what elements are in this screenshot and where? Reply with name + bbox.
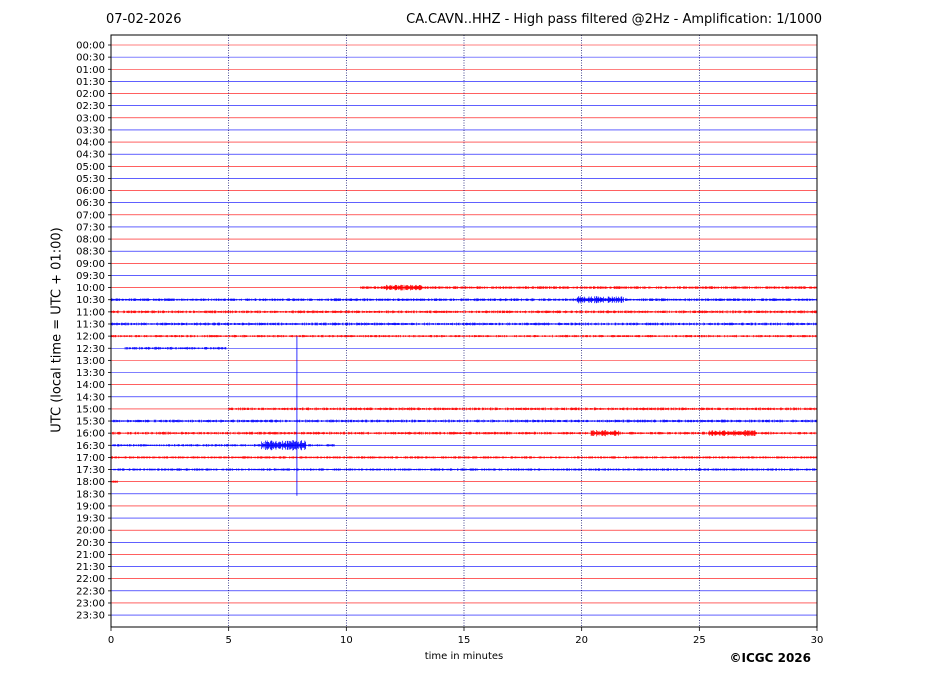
y-tick-label: 14:30	[76, 392, 105, 403]
y-tick-label: 06:30	[76, 198, 105, 209]
y-tick-label: 19:30	[76, 514, 105, 525]
y-tick-label: 08:30	[76, 247, 105, 258]
x-tick-label: 15	[458, 635, 471, 646]
y-tick-label: 11:00	[76, 307, 105, 318]
y-tick-label: 06:00	[76, 186, 105, 197]
y-tick-label: 18:00	[76, 477, 105, 488]
trace-1500	[111, 407, 818, 411]
y-tick-label: 10:30	[76, 295, 105, 306]
y-tick-label: 14:00	[76, 380, 105, 391]
y-tick-label: 11:30	[76, 319, 105, 330]
y-tick-label: 04:30	[76, 150, 105, 161]
y-tick-label: 05:30	[76, 174, 105, 185]
y-tick-label: 04:00	[76, 138, 105, 149]
y-tick-label: 07:30	[76, 222, 105, 233]
x-axis-label: time in minutes	[424, 651, 504, 662]
y-tick-label: 20:00	[76, 526, 105, 537]
y-tick-label: 20:30	[76, 538, 105, 549]
trace-1130	[110, 322, 817, 326]
y-axis-label: UTC (local time = UTC + 01:00)	[49, 227, 65, 433]
y-tick-label: 15:00	[76, 404, 105, 415]
y-ticks: 00:0000:3001:0001:3002:0002:3003:0003:30…	[76, 41, 111, 622]
y-tick-label: 17:30	[76, 465, 105, 476]
y-tick-label: 19:00	[76, 501, 105, 512]
copyright: ©ICGC 2026	[729, 651, 811, 665]
y-tick-label: 01:30	[76, 77, 105, 88]
x-tick-label: 25	[693, 635, 706, 646]
x-tick-label: 30	[811, 635, 824, 646]
y-tick-label: 01:00	[76, 65, 105, 76]
y-tick-label: 23:30	[76, 611, 105, 622]
date-label: 07-02-2026	[106, 12, 182, 27]
x-tick-label: 20	[575, 635, 588, 646]
y-tick-label: 00:00	[76, 41, 105, 52]
y-tick-label: 22:30	[76, 586, 105, 597]
trace-1030	[110, 296, 817, 304]
y-tick-label: 18:30	[76, 489, 105, 500]
y-tick-label: 17:00	[76, 453, 105, 464]
y-tick-label: 23:00	[76, 598, 105, 609]
y-tick-label: 12:00	[76, 332, 105, 343]
y-tick-label: 05:00	[76, 162, 105, 173]
y-tick-label: 07:00	[76, 210, 105, 221]
trace-1530	[110, 419, 817, 423]
y-tick-label: 03:00	[76, 113, 105, 124]
chart-title: CA.CAVN..HHZ - High pass filtered @2Hz -…	[406, 12, 822, 27]
y-tick-label: 16:00	[76, 429, 105, 440]
y-tick-label: 21:30	[76, 562, 105, 573]
y-tick-label: 22:00	[76, 574, 105, 585]
x-tick-label: 10	[340, 635, 353, 646]
y-tick-label: 13:00	[76, 356, 105, 367]
y-tick-label: 13:30	[76, 368, 105, 379]
y-tick-label: 09:30	[76, 271, 105, 282]
y-tick-label: 16:30	[76, 441, 105, 452]
x-grid	[228, 35, 700, 627]
y-tick-label: 12:30	[76, 344, 105, 355]
y-tick-label: 00:30	[76, 53, 105, 64]
y-tick-label: 09:00	[76, 259, 105, 270]
y-tick-label: 15:30	[76, 417, 105, 428]
plot-frame	[110, 34, 818, 628]
y-tick-label: 02:00	[76, 89, 105, 100]
x-ticks: 0 5 10 15 20 25 30	[108, 627, 824, 646]
y-tick-label: 03:30	[76, 125, 105, 136]
y-tick-label: 10:00	[76, 283, 105, 294]
trace-1100	[110, 310, 817, 314]
y-tick-label: 21:00	[76, 550, 105, 561]
x-tick-label: 0	[108, 635, 114, 646]
x-tick-label: 5	[225, 635, 231, 646]
y-tick-label: 02:30	[76, 101, 105, 112]
y-tick-label: 08:00	[76, 235, 105, 246]
